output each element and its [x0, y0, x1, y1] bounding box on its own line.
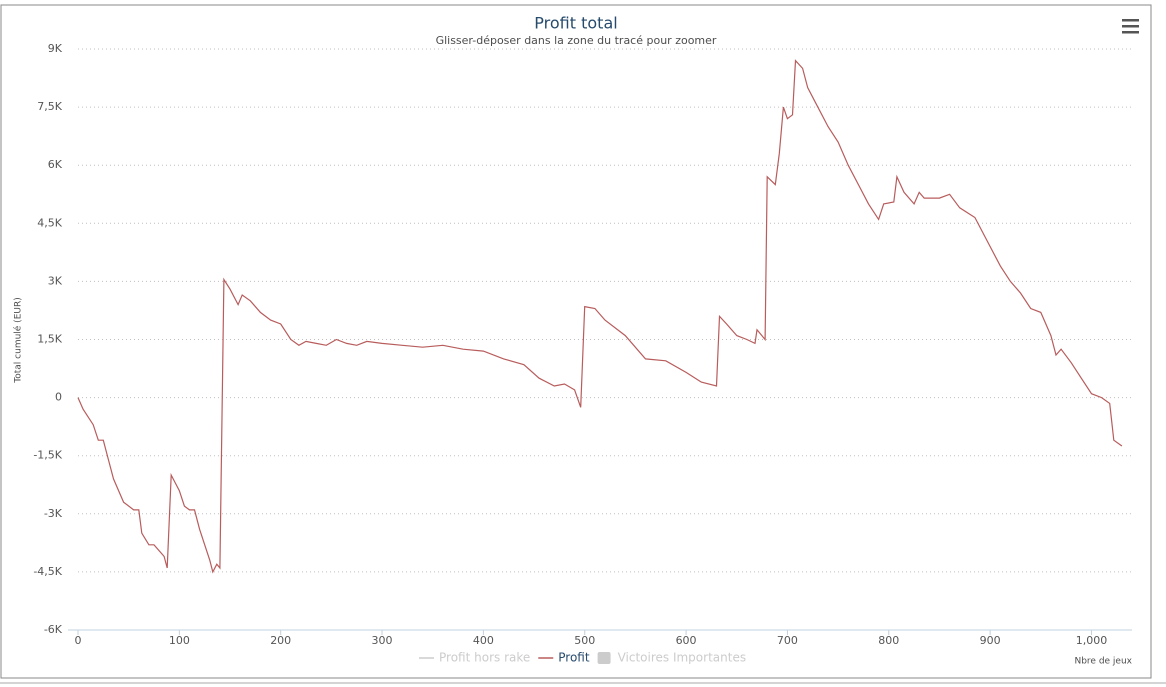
menu-bar [1122, 25, 1139, 28]
profit-line [77, 59, 1123, 574]
y-tick-label: 4,5K [37, 216, 62, 229]
x-tick-label: 400 [473, 634, 494, 647]
legend-symbol [597, 652, 611, 664]
x-tick-label: 200 [270, 634, 291, 647]
y-tick-label: 3K [48, 274, 63, 287]
chart-subtitle: Glisser-déposer dans la zone du tracé po… [436, 34, 717, 47]
x-tick-label: 300 [372, 634, 393, 647]
x-tick-label: 100 [169, 634, 190, 647]
x-axis-title: Nbre de jeux [1074, 657, 1132, 667]
y-tick-label: -1,5K [33, 449, 62, 462]
legend-item[interactable]: Profit hors rake [419, 651, 530, 665]
menu-bar [1122, 31, 1139, 34]
y-tick-label: -4,5K [33, 565, 62, 578]
x-tick-label: 600 [676, 634, 697, 647]
y-tick-label: -6K [44, 623, 63, 636]
x-tick-label: 500 [574, 634, 595, 647]
y-tick-label: 0 [55, 391, 62, 404]
x-tick-label: 900 [980, 634, 1001, 647]
y-tick-label: 7,5K [37, 100, 62, 113]
chart-title: Profit total [534, 14, 617, 33]
x-tick-label: 800 [878, 634, 899, 647]
chart-frame [0, 4, 1152, 679]
x-tick-label: 0 [75, 634, 82, 647]
x-tick-label: 700 [777, 634, 798, 647]
legend: Profit hors rake Profit Victoires Importan… [419, 651, 746, 665]
legend-item[interactable]: Profit [538, 651, 590, 665]
legend-label: Profit hors rake [439, 651, 530, 665]
y-axis-title: Total cumulé (EUR) [13, 297, 24, 383]
menu-button[interactable] [1122, 19, 1139, 34]
x-tick-label: 1,000 [1076, 634, 1108, 647]
y-tick-label: 6K [48, 158, 63, 171]
legend-label: Victoires Importantes [618, 651, 747, 665]
legend-label: Profit [558, 651, 590, 665]
y-tick-label: 1,5K [37, 333, 62, 346]
menu-bar [1122, 19, 1139, 22]
y-tick-label: -3K [44, 507, 63, 520]
y-tick-label: 9K [48, 42, 63, 55]
legend-item[interactable]: Victoires Importantes [597, 651, 747, 665]
